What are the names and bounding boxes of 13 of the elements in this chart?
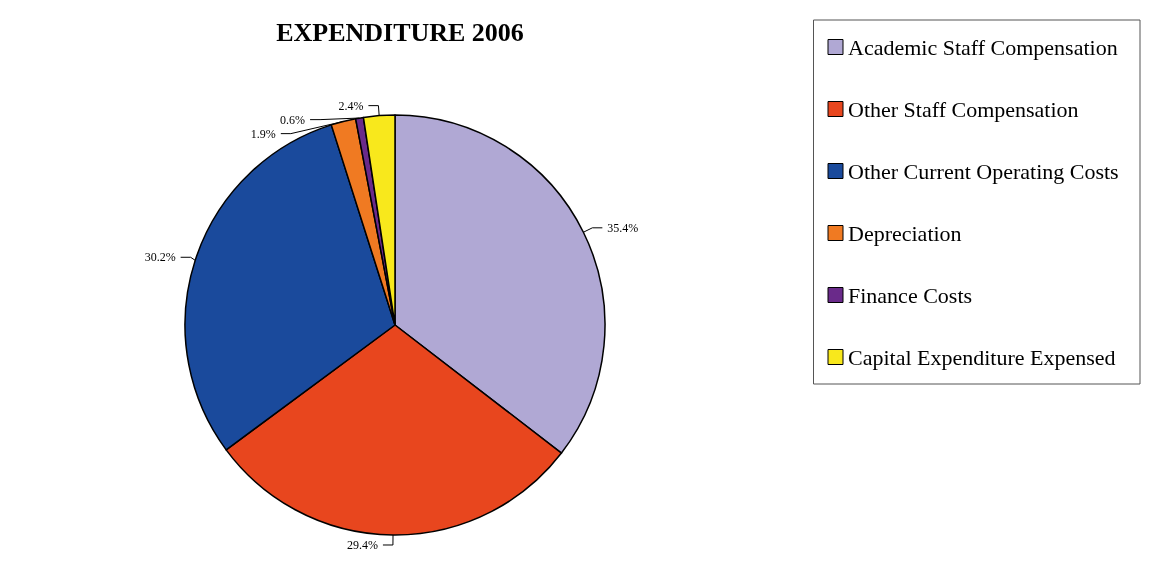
data-label: 35.4% — [607, 220, 639, 235]
data-label: 0.6% — [280, 112, 306, 127]
legend-label: Finance Costs — [848, 282, 973, 308]
legend-label: Other Current Operating Costs — [848, 158, 1119, 184]
legend-label: Other Staff Compensation — [848, 96, 1079, 122]
data-label: 2.4% — [338, 98, 364, 113]
legend-label: Academic Staff Compensation — [848, 34, 1118, 60]
legend-label: Capital Expenditure Expensed — [848, 344, 1116, 370]
data-label: 29.4% — [346, 537, 378, 552]
data-label: 1.9% — [250, 126, 276, 141]
data-label: 30.2% — [144, 250, 176, 265]
legend-label: Depreciation — [848, 220, 962, 246]
chart-title: EXPENDITURE 2006 — [276, 17, 524, 47]
